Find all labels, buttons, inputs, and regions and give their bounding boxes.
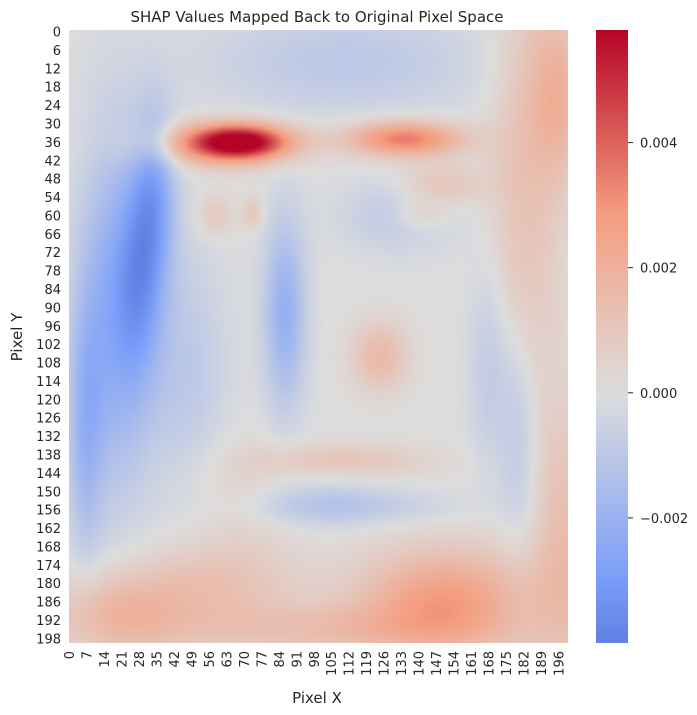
x-tick-label: 35	[151, 651, 166, 668]
x-tick-label: 28	[133, 651, 148, 668]
y-tick-label: 6	[53, 44, 61, 59]
x-tick-label: 91	[290, 651, 305, 668]
x-tick-label: 175	[500, 651, 515, 676]
x-tick-label: 147	[430, 651, 445, 676]
y-tick-label: 108	[36, 357, 61, 372]
colorbar-tick-label: −0.002	[640, 512, 688, 527]
x-tick-label: 126	[378, 651, 393, 676]
colorbar-tick-label: 0.002	[640, 262, 677, 277]
heatmap-image	[69, 30, 568, 643]
x-tick-label: 182	[517, 651, 532, 676]
x-tick-label: 168	[482, 651, 497, 676]
x-tick-label: 7	[81, 651, 96, 659]
y-tick-label: 120	[36, 393, 61, 408]
x-tick-label: 42	[168, 651, 183, 668]
y-tick-label: 54	[44, 191, 61, 206]
y-axis-ticks: 0 6 12 18 24 30 36 42 48 54 60 66 72 78 84 90 96 102 108 11…	[36, 26, 61, 648]
x-tick-label: 56	[203, 651, 218, 668]
y-tick-label: 174	[36, 559, 61, 574]
x-tick-label: 196	[552, 651, 567, 676]
colorbar	[596, 30, 628, 643]
heatmap-area	[69, 30, 568, 643]
y-tick-label: 186	[36, 596, 61, 611]
x-tick-label: 49	[186, 651, 201, 668]
y-tick-label: 144	[36, 467, 61, 482]
y-tick-label: 0	[53, 26, 61, 41]
x-tick-label: 14	[98, 651, 113, 668]
x-tick-label: 21	[116, 651, 131, 668]
x-tick-label: 77	[255, 651, 270, 668]
x-tick-label: 0	[63, 651, 78, 659]
y-tick-label: 114	[36, 375, 61, 390]
x-tick-label: 63	[220, 651, 235, 668]
y-tick-label: 168	[36, 540, 61, 555]
y-tick-label: 150	[36, 485, 61, 500]
y-tick-label: 66	[44, 228, 61, 243]
y-tick-label: 24	[44, 99, 61, 114]
x-tick-label: 112	[343, 651, 358, 676]
x-tick-label: 189	[535, 651, 550, 676]
y-tick-label: 90	[44, 301, 61, 316]
y-tick-label: 18	[44, 81, 61, 96]
y-axis-label: Pixel Y	[8, 312, 26, 361]
y-tick-label: 30	[44, 117, 61, 132]
y-tick-label: 132	[36, 430, 61, 445]
y-tick-label: 72	[44, 246, 61, 261]
x-tick-label: 105	[325, 651, 340, 676]
y-tick-label: 96	[44, 320, 61, 335]
x-axis-label: Pixel X	[292, 689, 342, 707]
colorbar-tick-label: 0.004	[640, 137, 677, 152]
y-tick-label: 156	[36, 504, 61, 519]
y-tick-label: 60	[44, 209, 61, 224]
x-tick-label: 154	[447, 651, 462, 676]
y-tick-label: 42	[44, 154, 61, 169]
chart-title: SHAP Values Mapped Back to Original Pixe…	[131, 8, 504, 26]
y-tick-label: 48	[44, 173, 61, 188]
y-tick-label: 102	[36, 338, 61, 353]
y-tick-label: 192	[36, 614, 61, 629]
colorbar-ticks: −0.002 0.000 0.002 0.004	[628, 137, 688, 527]
y-tick-label: 84	[44, 283, 61, 298]
x-tick-label: 161	[465, 651, 480, 676]
x-axis-ticks: 0 7 14 21 28 35 42 49 56 63 70 77 84 91 98 105 112 119 126…	[63, 651, 567, 676]
y-tick-label: 162	[36, 522, 61, 537]
y-tick-label: 36	[44, 136, 61, 151]
x-tick-label: 98	[308, 651, 323, 668]
x-tick-label: 84	[273, 651, 288, 668]
y-tick-label: 180	[36, 577, 61, 592]
y-tick-label: 198	[36, 632, 61, 647]
colorbar-tick-label: 0.000	[640, 387, 677, 402]
x-tick-label: 119	[360, 651, 375, 676]
y-tick-label: 12	[44, 62, 61, 77]
y-tick-label: 78	[44, 265, 61, 280]
x-tick-label: 70	[238, 651, 253, 668]
y-tick-label: 126	[36, 412, 61, 427]
x-tick-label: 140	[413, 651, 428, 676]
y-tick-label: 138	[36, 449, 61, 464]
x-tick-label: 133	[395, 651, 410, 676]
